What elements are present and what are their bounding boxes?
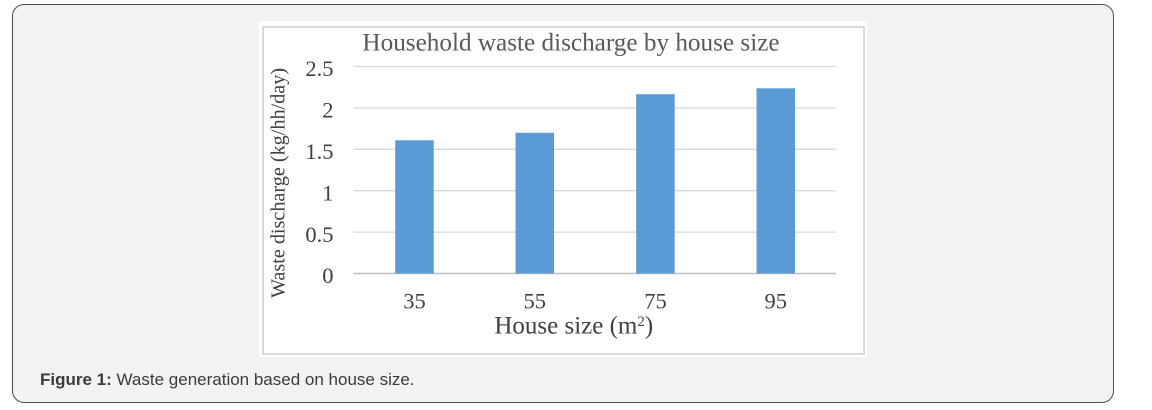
svg-text:2.5: 2.5 bbox=[305, 56, 333, 81]
svg-text:1: 1 bbox=[322, 180, 333, 205]
svg-text:Waste discharge (kg/hh/day): Waste discharge (kg/hh/day) bbox=[268, 68, 290, 298]
svg-text:0.5: 0.5 bbox=[305, 222, 333, 247]
svg-text:75: 75 bbox=[644, 289, 667, 314]
svg-text:35: 35 bbox=[403, 289, 426, 314]
svg-text:0: 0 bbox=[322, 263, 333, 288]
svg-text:95: 95 bbox=[765, 289, 788, 314]
svg-text:2: 2 bbox=[322, 98, 333, 123]
svg-text:55: 55 bbox=[524, 289, 547, 314]
svg-text:Household waste discharge by h: Household waste discharge by house size bbox=[362, 30, 779, 57]
svg-text:House size (m2): House size (m2) bbox=[494, 313, 653, 340]
svg-text:1.5: 1.5 bbox=[305, 139, 333, 164]
